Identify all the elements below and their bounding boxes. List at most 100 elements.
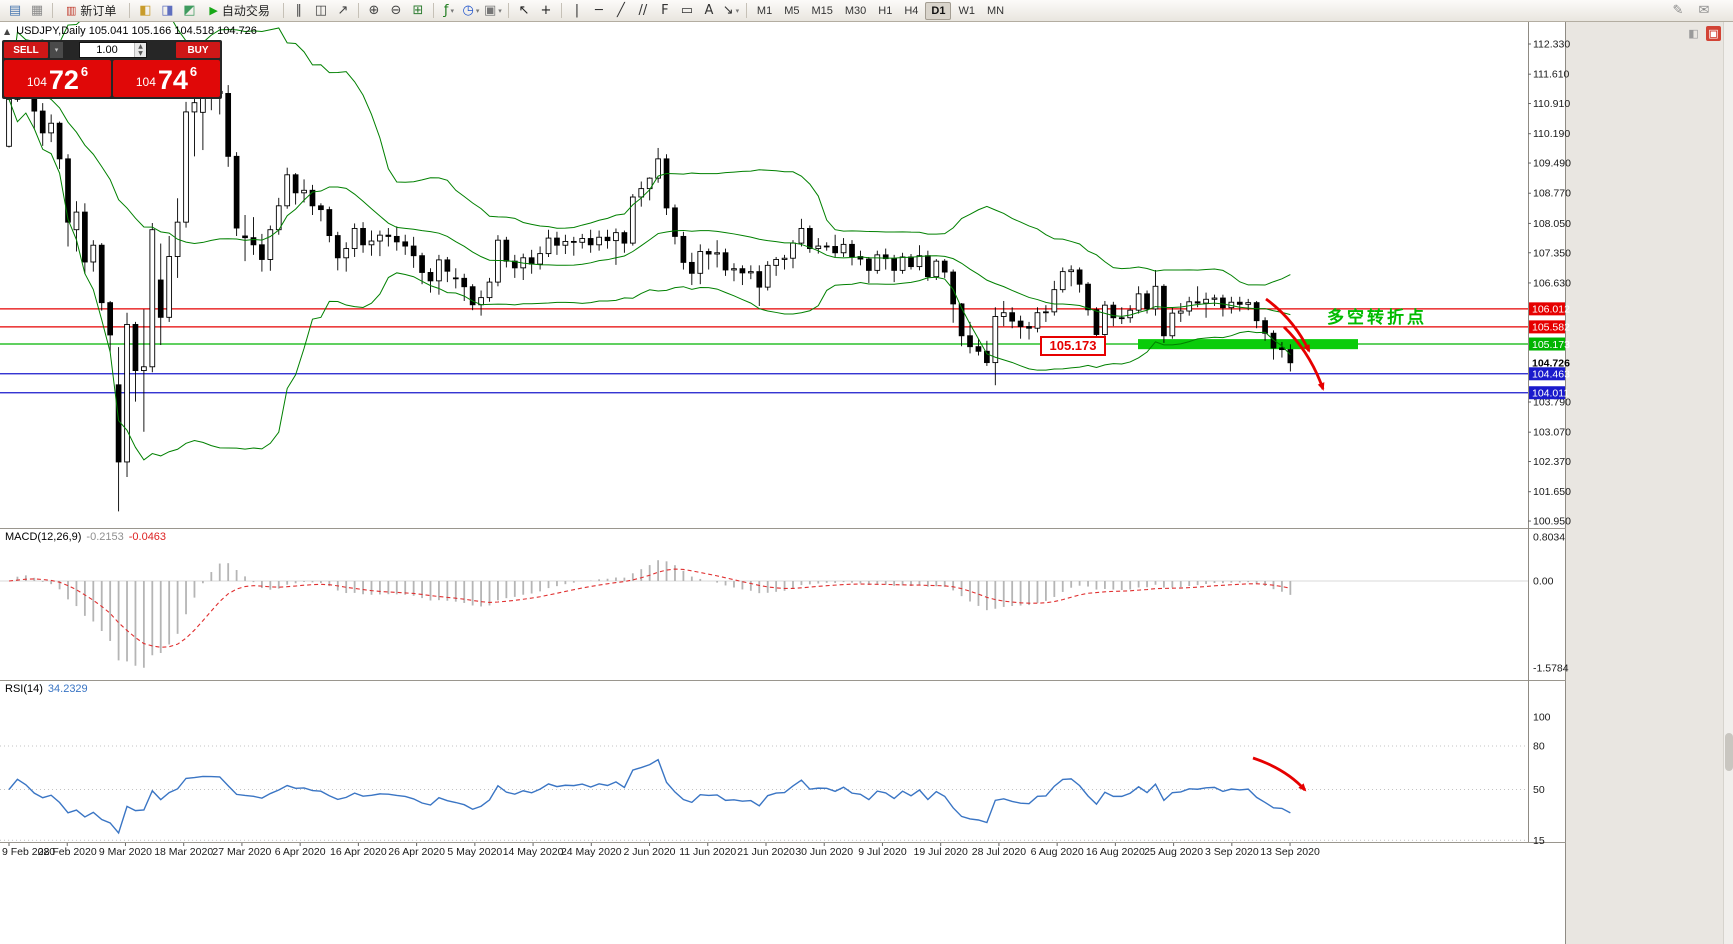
templates-icon-dropdown[interactable]: ▾ xyxy=(498,6,502,15)
svg-text:5 May 2020: 5 May 2020 xyxy=(447,846,502,858)
indicators-icon[interactable]: ƒ ▾ xyxy=(443,3,454,18)
price-chart-layer[interactable] xyxy=(0,0,1528,512)
horizontal-line-icon[interactable]: ─ xyxy=(594,3,603,18)
periods-icon-dropdown[interactable]: ▾ xyxy=(475,6,480,15)
zoom-out-icon[interactable]: ⊖ xyxy=(390,3,402,18)
svg-text:106.630: 106.630 xyxy=(1533,277,1571,289)
new-order-button[interactable]: ▥ 新订单 xyxy=(58,1,124,20)
svg-text:102.370: 102.370 xyxy=(1533,456,1571,468)
toolbar-separator xyxy=(282,3,284,18)
tf-h4-button[interactable]: H4 xyxy=(904,4,919,17)
order-type-dropdown-icon[interactable]: ▾ xyxy=(50,42,63,58)
toolbar-right-icons: ✎ ✉ xyxy=(1668,2,1728,20)
svg-text:9 Feb 2020: 9 Feb 2020 xyxy=(2,846,55,858)
svg-text:108.050: 108.050 xyxy=(1533,218,1571,230)
svg-text:25 Aug 2020: 25 Aug 2020 xyxy=(1144,846,1203,858)
bar-chart-icon[interactable]: ∥ xyxy=(295,3,303,18)
vertical-scrollbar[interactable] xyxy=(1723,22,1733,944)
panel-gray-icon[interactable]: ◧ xyxy=(1688,27,1699,40)
symbol-header: ▲ USDJPY,Daily 105.041 105.166 104.518 1… xyxy=(4,25,257,37)
volume-control: ▲ ▼ xyxy=(79,42,147,58)
volume-down-icon[interactable]: ▼ xyxy=(138,50,143,57)
macd-header: MACD(12,26,9) -0.2153 -0.0463 xyxy=(5,531,166,543)
buy-price-button[interactable]: 104 74 6 xyxy=(113,60,220,97)
svg-text:11 Jun 2020: 11 Jun 2020 xyxy=(679,846,736,858)
indicators-icon-dropdown[interactable]: ▾ xyxy=(450,6,454,15)
crosshair-icon[interactable]: + xyxy=(540,3,552,18)
svg-text:107.350: 107.350 xyxy=(1533,247,1571,259)
toolbar-separator xyxy=(432,3,434,18)
market-watch-icon[interactable]: ◧ xyxy=(139,3,152,18)
tf-h1-button[interactable]: H1 xyxy=(878,4,893,17)
scrollbar-thumb[interactable] xyxy=(1725,733,1733,771)
volume-up-icon[interactable]: ▲ xyxy=(138,43,143,50)
panel-red-icon[interactable]: ▣ xyxy=(1706,26,1721,41)
periods-icon[interactable]: ◷ ▾ xyxy=(462,3,480,18)
sell-button[interactable]: SELL xyxy=(4,42,48,58)
new-chart-icon[interactable]: ▤ xyxy=(8,3,22,18)
svg-text:104.463: 104.463 xyxy=(1532,369,1570,381)
red-arrow-annotation-3[interactable] xyxy=(1252,756,1307,792)
tile-windows-icon[interactable]: ⊞ xyxy=(412,3,424,18)
annotations-layer[interactable] xyxy=(1252,297,1325,792)
candlestick-chart-icon[interactable]: ◫ xyxy=(314,3,328,18)
price-annotation-box[interactable]: 105.173 xyxy=(1040,336,1106,356)
toolbar-separator xyxy=(357,3,359,18)
tf-m15-button[interactable]: M15 xyxy=(811,4,833,17)
svg-text:6 Aug 2020: 6 Aug 2020 xyxy=(1031,846,1084,858)
templates-icon[interactable]: ▣ ▾ xyxy=(484,3,502,18)
arrows-icon[interactable]: ↘ ▾ xyxy=(722,3,740,18)
tf-m5-button[interactable]: M5 xyxy=(784,4,800,17)
autotrading-button[interactable]: ▶ 自动交易 xyxy=(201,1,277,20)
data-window-icon[interactable]: ◨ xyxy=(161,3,174,18)
svg-text:109.490: 109.490 xyxy=(1533,158,1571,170)
trendline-icon[interactable]: ╱ xyxy=(616,3,625,18)
collapse-panel-icon[interactable]: ▲ xyxy=(4,26,11,36)
toolbar-separator xyxy=(745,3,747,18)
shapes-icon[interactable]: ▭ xyxy=(680,3,694,18)
green-zone-rectangle[interactable] xyxy=(1138,339,1358,350)
svg-text:101.650: 101.650 xyxy=(1533,486,1571,498)
edit-icon[interactable]: ✎ xyxy=(1672,3,1684,18)
svg-text:105.173: 105.173 xyxy=(1532,339,1570,351)
tf-d1-button[interactable]: D1 xyxy=(925,1,952,20)
svg-text:16 Apr 2020: 16 Apr 2020 xyxy=(330,846,387,858)
cursor-icon[interactable]: ↖ xyxy=(518,3,530,18)
sell-price-button[interactable]: 104 72 6 xyxy=(4,60,111,97)
zoom-in-icon[interactable]: ⊕ xyxy=(368,3,380,18)
arrows-icon-dropdown[interactable]: ▾ xyxy=(735,6,740,15)
navigator-icon[interactable]: ◩ xyxy=(183,3,196,18)
rsi-value: 34.2329 xyxy=(47,683,88,695)
ask-big-digits: 74 xyxy=(157,65,188,95)
fibonacci-icon[interactable]: F xyxy=(661,3,669,18)
ask-prefix: 104 xyxy=(135,75,156,89)
tf-mn-button[interactable]: MN xyxy=(986,4,1005,17)
toolbar-separator xyxy=(507,3,509,18)
svg-text:110.190: 110.190 xyxy=(1533,128,1570,140)
channel-icon[interactable]: // xyxy=(638,3,648,18)
vertical-line-icon[interactable]: | xyxy=(574,3,580,18)
turning-point-annotation[interactable]: 多空转折点 xyxy=(1327,308,1427,327)
side-panel-icons: ◧ ▣ xyxy=(1686,26,1721,41)
svg-text:2 Jun 2020: 2 Jun 2020 xyxy=(624,846,676,858)
line-chart-icon[interactable]: ↗ xyxy=(337,3,349,18)
rsi-header: RSI(14) 34.2329 xyxy=(5,683,88,695)
svg-text:50: 50 xyxy=(1533,784,1545,796)
tf-m1-button[interactable]: M1 xyxy=(756,4,773,17)
red-arrow-annotation-1[interactable] xyxy=(1265,297,1311,353)
mail-icon[interactable]: ✉ xyxy=(1698,3,1710,18)
buy-button[interactable]: BUY xyxy=(176,42,220,58)
svg-text:26 Apr 2020: 26 Apr 2020 xyxy=(388,846,445,858)
tf-w1-button[interactable]: W1 xyxy=(958,4,975,17)
red-arrow-annotation-2[interactable] xyxy=(1283,326,1325,391)
tf-m30-button[interactable]: M30 xyxy=(844,4,867,17)
toolbar-items: ▤ ▦ ▥ 新订单 ◧ ◨ ◩ ▶ 自动交易 ∥ ◫ ↗ ⊕ ⊖ ⊞ ƒ ▾ ◷ ▾ ▣ ▾ ↖ + | ─ ╱ // F ▭ A ↘ ▾ M1… xyxy=(5,0,1009,22)
svg-text:-1.5784: -1.5784 xyxy=(1533,662,1569,674)
volume-input[interactable] xyxy=(80,43,134,57)
text-icon[interactable]: A xyxy=(704,3,714,18)
rsi-layer xyxy=(0,745,1528,841)
svg-text:9 Mar 2020: 9 Mar 2020 xyxy=(99,846,152,858)
profiles-icon[interactable]: ▦ xyxy=(30,3,44,18)
volume-spinner: ▲ ▼ xyxy=(134,43,146,57)
